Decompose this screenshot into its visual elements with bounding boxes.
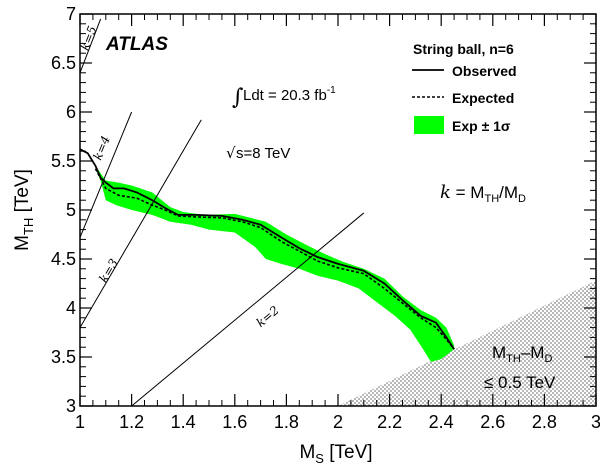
legend: String ball, n=6 Observed Expected Exp ±… — [412, 41, 517, 134]
ticks-layer: 1 1.2 1.4 1.6 1.8 2 2.2 2.4 2.6 2.8 3 3 3.5 4 4.5 5 5.5 6… — [51, 4, 600, 432]
x-tick-label: 1.2 — [119, 412, 144, 432]
x-tick-label: 2.8 — [532, 412, 557, 432]
y-tick-label: 5.5 — [51, 151, 76, 171]
y-tick-label: 6 — [66, 102, 76, 122]
x-tick-label: 2.6 — [480, 412, 505, 432]
series-layer — [80, 148, 455, 350]
k-definition: k = MTH/MD — [440, 182, 526, 205]
y-tick-label: 7 — [66, 4, 76, 24]
x-tick-label: 1 — [75, 412, 85, 432]
excluded-region-label-2: ≤ 0.5 TeV — [484, 373, 556, 392]
k-lines-layer — [80, 18, 365, 406]
y-tick-label: 4.5 — [51, 249, 76, 269]
k-line-label-2: k=2 — [254, 303, 282, 330]
experiment-label: ATLAS — [105, 34, 168, 55]
x-axis-title: MS [TeV] — [299, 442, 372, 466]
k-line-label-4: k=4 — [90, 134, 112, 162]
excluded-region-label-1: MTH–MD — [492, 343, 552, 365]
x-tick-label: 1.8 — [274, 412, 299, 432]
x-tick-label: 3 — [591, 412, 600, 432]
k-line-label-3: k=3 — [96, 256, 121, 285]
k-line-3 — [80, 119, 202, 328]
legend-band-swatch — [414, 116, 444, 134]
excluded-region-layer — [338, 280, 596, 406]
x-tick-label: 1.6 — [222, 412, 247, 432]
x-tick-label: 2.2 — [377, 412, 402, 432]
legend-title: String ball, n=6 — [413, 41, 514, 57]
series-expected — [94, 168, 455, 350]
k-line-2 — [131, 212, 365, 406]
x-tick-label: 1.4 — [171, 412, 196, 432]
y-tick-label: 4 — [66, 298, 76, 318]
sqrt-sign: √ — [226, 144, 236, 162]
expected-band — [95, 165, 455, 362]
excluded-region — [338, 280, 596, 406]
k-line-labels-layer: k=5 k=4 k=3 k=2 — [77, 24, 281, 330]
legend-expected-label: Expected — [452, 90, 514, 106]
legend-band-label: Exp ± 1σ — [452, 118, 511, 134]
x-tick-label: 2.4 — [429, 412, 454, 432]
series-observed — [80, 148, 455, 350]
band-layer — [95, 165, 455, 362]
x-tick-label: 2 — [333, 412, 343, 432]
k-line-label-5: k=5 — [77, 24, 99, 52]
k-line-4 — [80, 111, 133, 238]
y-axis-title: MTH [TeV] — [12, 169, 36, 251]
y-tick-label: 5 — [66, 200, 76, 220]
y-tick-label: 3 — [66, 396, 76, 416]
energy-label: s=8 TeV — [236, 145, 290, 162]
y-tick-label: 3.5 — [51, 347, 76, 367]
luminosity-label: Ldt = 20.3 fb-1 — [243, 85, 336, 104]
legend-observed-label: Observed — [452, 63, 517, 79]
integral-sign: ∫ — [232, 85, 244, 110]
y-tick-label: 6.5 — [51, 53, 76, 73]
k-line-5 — [80, 18, 102, 73]
